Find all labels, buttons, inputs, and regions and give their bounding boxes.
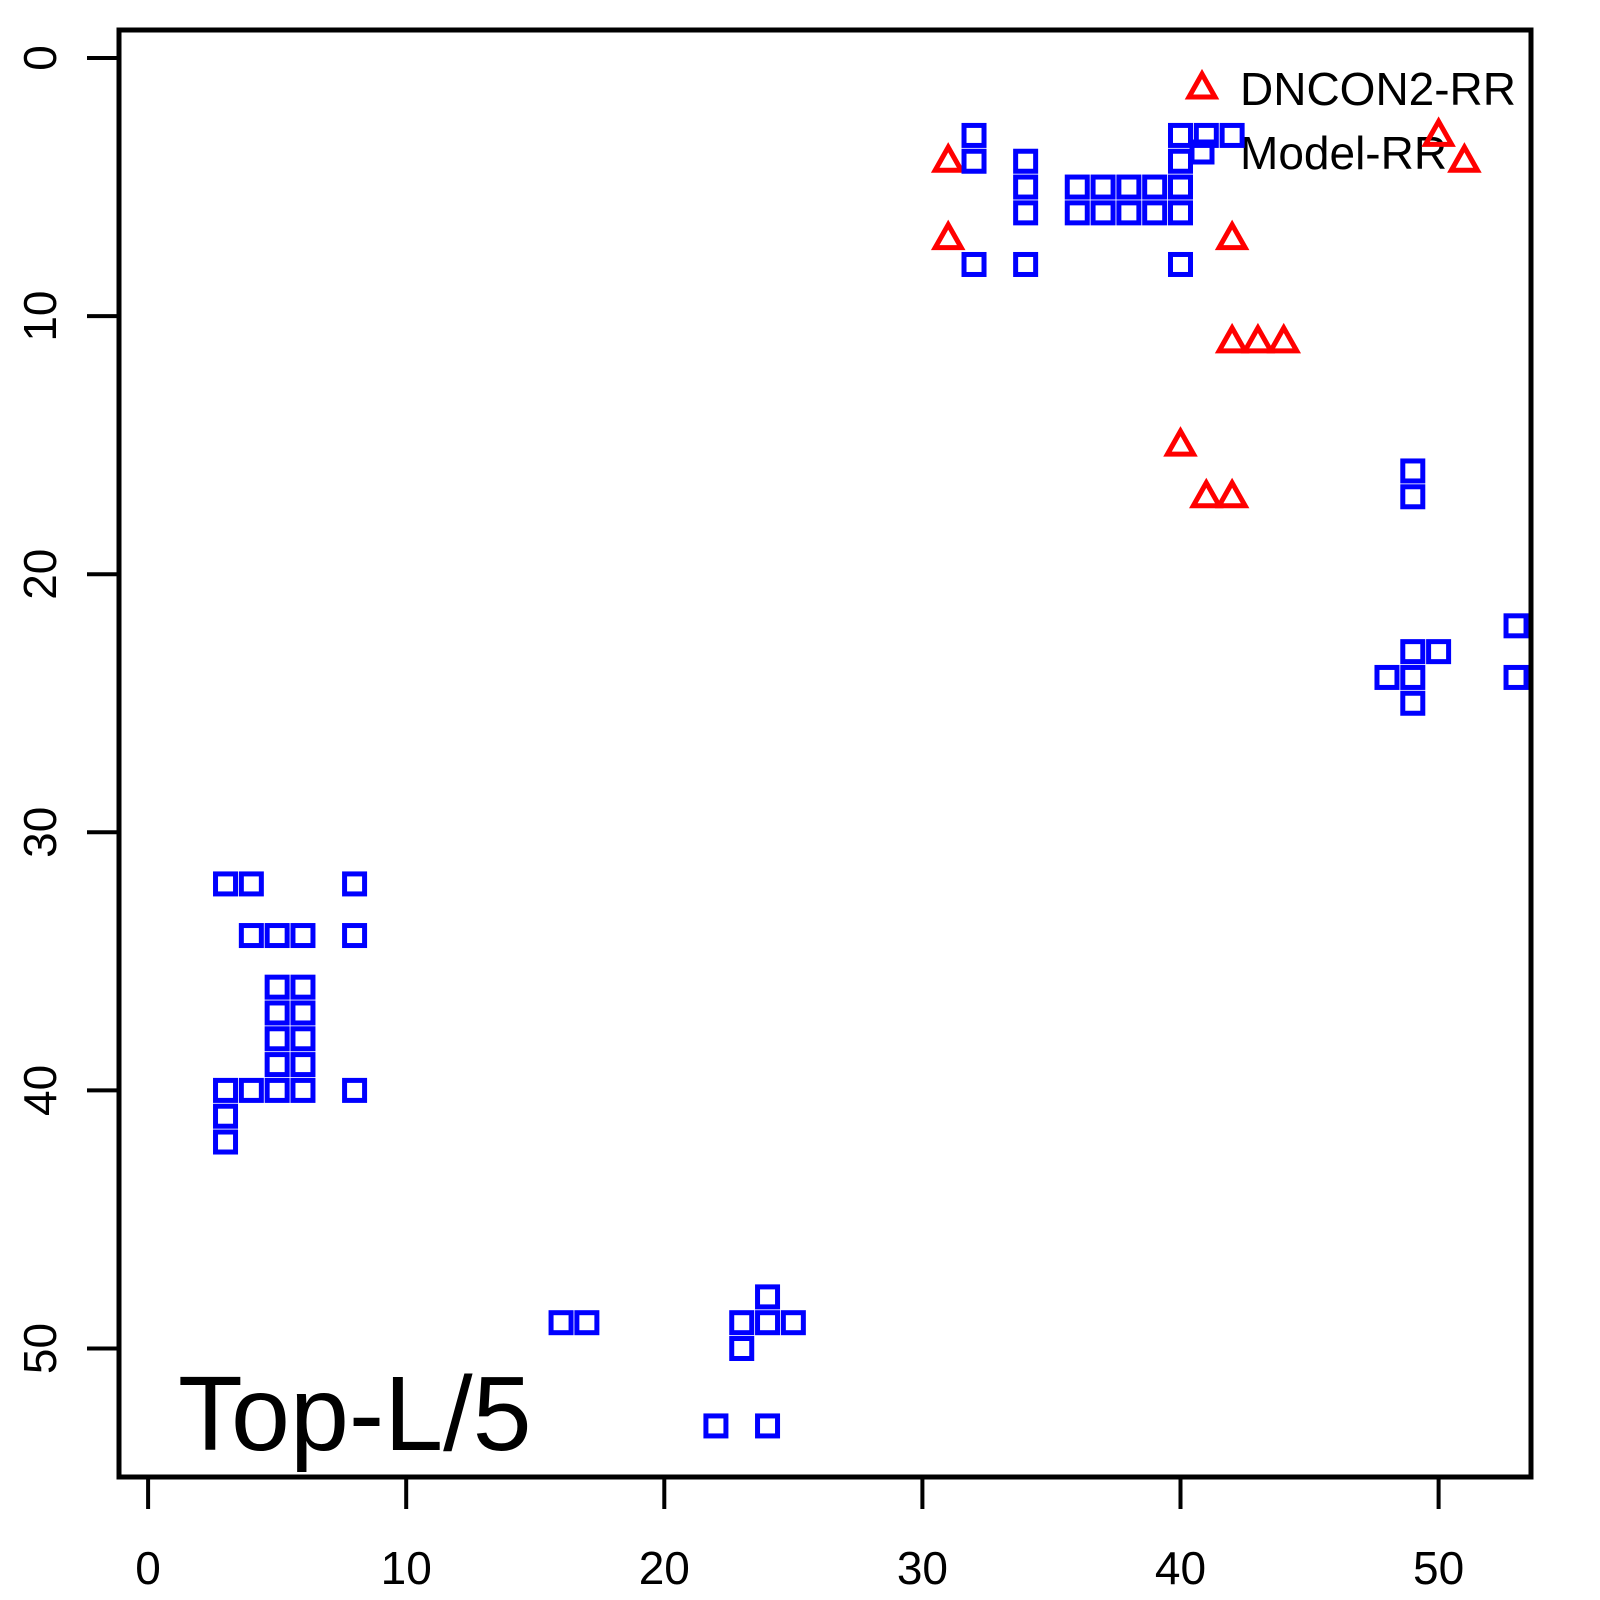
- data-point-square: [574, 1310, 600, 1336]
- data-point-square: [755, 1413, 781, 1439]
- data-point-square: [1400, 639, 1426, 665]
- data-point-square: [729, 1310, 755, 1336]
- x-axis-tick-label: 0: [135, 1542, 161, 1594]
- data-point-triangle: [930, 142, 966, 173]
- data-point-triangle: [1214, 477, 1250, 509]
- data-point-square: [1013, 174, 1039, 200]
- data-point-square: [1219, 122, 1245, 148]
- data-point-square: [729, 1336, 755, 1361]
- y-axis-tick-label: 30: [14, 807, 66, 858]
- data-point-square: [1503, 613, 1529, 639]
- data-point-square: [264, 1052, 290, 1078]
- data-point-square: [290, 974, 316, 1000]
- data-point-square: [703, 1413, 729, 1439]
- data-point-square: [290, 1026, 316, 1052]
- data-point-square: [1168, 122, 1193, 148]
- x-axis-tick-label: 30: [897, 1542, 948, 1594]
- data-point-square: [1090, 174, 1116, 200]
- data-point-square: [1013, 200, 1039, 226]
- annotation-top-l5: Top-L/5: [178, 1355, 532, 1473]
- data-point-square: [213, 1103, 239, 1129]
- data-point-triangle: [1189, 477, 1224, 509]
- data-point-square: [290, 1000, 316, 1026]
- legend-label-model-rr: Model-RR: [1240, 127, 1447, 179]
- data-point-square: [755, 1310, 781, 1336]
- data-point-square: [264, 1077, 290, 1103]
- data-point-square: [238, 923, 264, 949]
- data-point-square: [1116, 200, 1142, 226]
- data-point-square: [1400, 690, 1426, 716]
- data-point-triangle: [1214, 219, 1250, 251]
- data-point-square: [961, 148, 987, 174]
- data-point-square: [238, 1077, 264, 1103]
- plot-border: [116, 27, 1534, 1480]
- data-point-square: [213, 1077, 239, 1103]
- data-point-square: [1400, 664, 1426, 690]
- data-point-square: [264, 974, 290, 1000]
- data-point-square: [1168, 200, 1193, 226]
- data-point-square: [1426, 639, 1452, 665]
- data-point-square: [342, 923, 368, 949]
- data-point-square: [238, 871, 264, 897]
- y-axis-tick-label: 10: [14, 291, 66, 342]
- data-point-square: [1116, 174, 1142, 200]
- data-point-square: [1168, 251, 1193, 277]
- x-axis-tick-label: 20: [639, 1542, 690, 1594]
- data-point-square: [961, 122, 987, 148]
- data-point-triangle: [1447, 142, 1482, 173]
- data-point-square: [264, 1026, 290, 1052]
- data-point-square: [1090, 200, 1116, 226]
- data-point-square: [1400, 458, 1426, 484]
- data-point-square: [290, 1077, 316, 1103]
- data-point-triangle: [1240, 322, 1276, 354]
- legend-triangle-symbol: [1184, 68, 1220, 100]
- data-point-triangle: [930, 219, 966, 251]
- data-point-square: [1374, 664, 1400, 690]
- data-point-square: [213, 871, 239, 897]
- x-axis-tick-label: 50: [1413, 1542, 1464, 1594]
- data-point-square: [213, 1129, 239, 1155]
- data-point-square: [1503, 664, 1529, 690]
- data-point-triangle: [1266, 322, 1302, 354]
- data-point-square: [342, 1077, 368, 1103]
- data-point-square: [264, 923, 290, 949]
- y-axis-tick-label: 40: [14, 1065, 66, 1116]
- data-point-triangle: [1214, 322, 1250, 354]
- x-axis-tick-label: 40: [1155, 1542, 1206, 1594]
- data-point-triangle: [1421, 116, 1456, 147]
- data-point-square: [1400, 484, 1426, 510]
- data-point-square: [1142, 174, 1168, 200]
- data-point-square: [1013, 148, 1039, 174]
- data-point-square: [342, 871, 368, 897]
- data-point-square: [1064, 200, 1090, 226]
- data-point-square: [548, 1310, 574, 1336]
- data-point-square: [1064, 174, 1090, 200]
- data-point-square: [1013, 251, 1039, 277]
- data-point-square: [264, 1000, 290, 1026]
- data-point-square: [780, 1310, 806, 1336]
- data-point-square: [1168, 148, 1193, 174]
- legend-label-dncon2-rr: DNCON2-RR: [1240, 63, 1516, 115]
- data-point-square: [1168, 174, 1193, 200]
- x-axis-tick-label: 10: [381, 1542, 432, 1594]
- data-point-square: [961, 251, 987, 277]
- data-point-square: [290, 1052, 316, 1078]
- y-axis-tick-label: 20: [14, 549, 66, 600]
- data-point-triangle: [1163, 426, 1198, 457]
- data-point-square: [1142, 200, 1168, 226]
- y-axis-tick-label: 0: [14, 45, 66, 71]
- data-point-square: [1193, 122, 1219, 148]
- y-axis-tick-label: 50: [14, 1323, 66, 1374]
- data-point-square: [755, 1284, 781, 1310]
- data-point-square: [290, 923, 316, 949]
